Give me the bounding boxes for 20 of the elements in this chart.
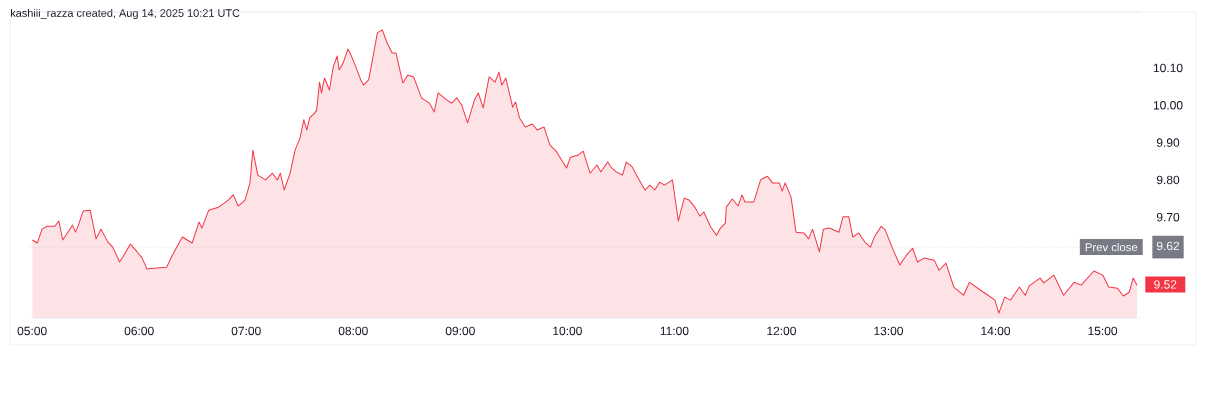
y-tick-label: 9.90 [1156, 138, 1180, 147]
y-tick-label: 9.70 [1156, 212, 1180, 222]
y-tick-label: 10.00 [1153, 101, 1183, 110]
x-tick-label: 08:00 [338, 326, 368, 336]
x-tick-label: 05:00 [17, 326, 47, 336]
y-tick-label: 10.10 [1153, 63, 1183, 73]
x-tick-label: 13:00 [874, 326, 904, 336]
x-tick-label: 10:00 [553, 326, 582, 336]
y-tick-label: 9.80 [1156, 175, 1180, 185]
x-tick-label: 11:00 [660, 326, 689, 336]
annotation: kashiii_razza created, Aug 14, 2025 10:21 UTC [11, 8, 240, 20]
annotation: 9.52 [1154, 280, 1177, 289]
x-tick-label: 12:00 [767, 326, 796, 336]
x-tick-label: 14:00 [981, 326, 1011, 336]
x-tick-label: 15:00 [1088, 326, 1118, 336]
x-tick-label: 07:00 [231, 326, 261, 336]
y-tick-label: 9.62 [1156, 241, 1180, 251]
ref-line-label: Prev close [1085, 242, 1138, 252]
x-tick-label: 09:00 [445, 326, 475, 336]
x-tick-label: 06:00 [124, 326, 154, 336]
